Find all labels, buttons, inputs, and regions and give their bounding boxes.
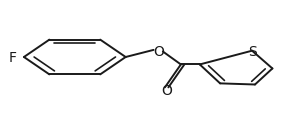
Text: S: S: [248, 44, 256, 58]
Text: F: F: [9, 51, 17, 64]
Text: O: O: [161, 83, 172, 97]
Text: O: O: [153, 44, 164, 58]
